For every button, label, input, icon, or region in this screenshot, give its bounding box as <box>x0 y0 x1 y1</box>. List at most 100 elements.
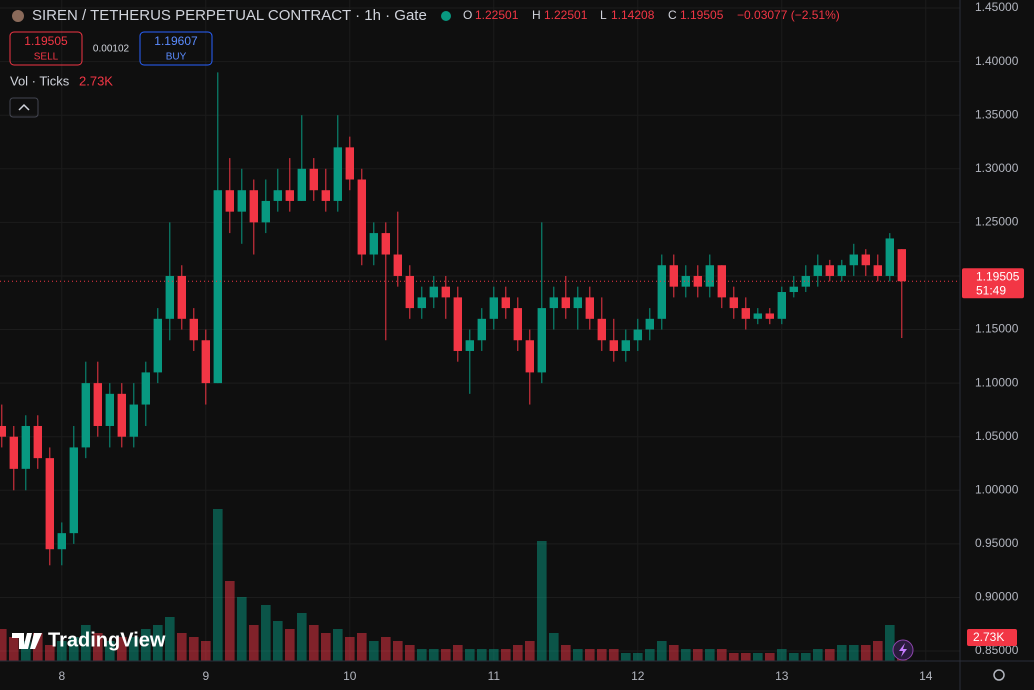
candle-body <box>285 190 294 201</box>
x-tick-label: 11 <box>488 669 501 683</box>
volume-bar <box>225 581 235 661</box>
volume-bar <box>9 637 19 661</box>
volume-bar <box>885 625 895 661</box>
volume-bar <box>873 641 883 661</box>
volume-bar <box>165 617 175 661</box>
candle-body <box>189 318 198 341</box>
buy-price: 1.19607 <box>154 34 198 48</box>
volume-bar <box>573 649 583 661</box>
sell-button[interactable] <box>9 31 83 66</box>
x-tick-label: 8 <box>58 669 65 683</box>
candle-body <box>849 254 858 266</box>
volume-bar <box>585 649 595 661</box>
candle-body <box>417 297 426 309</box>
buy-button[interactable] <box>139 31 213 66</box>
candle-body <box>441 286 450 298</box>
last-price-label: 1.19505 <box>976 269 1020 283</box>
y-tick-label: 0.85000 <box>975 643 1019 657</box>
candle-body <box>705 265 714 287</box>
candle-body <box>141 372 150 405</box>
volume-bar <box>465 649 475 661</box>
volume-bar <box>525 641 535 661</box>
ohlc-l: 1.14208 <box>611 8 655 22</box>
volume-bar <box>753 653 763 661</box>
candle-body <box>585 297 594 319</box>
volume-bar <box>681 649 691 661</box>
candle-body <box>165 275 174 319</box>
volume-bar <box>249 625 259 661</box>
candle-body <box>525 340 534 373</box>
candle-body <box>57 533 66 550</box>
ohlc-o-label: O <box>463 8 472 22</box>
candle-body <box>669 265 678 287</box>
sell-label: SELL <box>34 52 59 63</box>
y-tick-label: 1.05000 <box>975 429 1019 443</box>
volume-bar <box>633 653 643 661</box>
volume-bar <box>273 621 283 661</box>
candle-body <box>465 340 474 351</box>
candle-body <box>537 308 546 373</box>
candle-body <box>561 297 570 309</box>
flash-glyph <box>899 643 907 657</box>
y-tick-label: 1.15000 <box>975 322 1019 336</box>
candle-body <box>69 447 78 534</box>
candle-body <box>33 425 42 459</box>
candle-body <box>657 265 666 319</box>
volume-bar <box>537 541 547 661</box>
candle-body <box>717 265 726 298</box>
volume-bar <box>129 637 139 661</box>
candle-body <box>885 238 894 276</box>
collapse-icon <box>18 103 30 111</box>
volume-bar <box>201 641 211 661</box>
ohlc-o: 1.22501 <box>475 8 519 22</box>
spread: 0.00102 <box>93 44 130 55</box>
candle-body <box>645 318 654 330</box>
volume-bar <box>645 649 655 661</box>
volume-bar <box>801 653 811 661</box>
candle-body <box>621 340 630 351</box>
candle-body <box>813 265 822 276</box>
candle-body <box>801 275 810 287</box>
candle-body <box>153 318 162 373</box>
volume-bar <box>729 653 739 661</box>
volume-bar <box>777 649 787 661</box>
chart-title: SIREN / TETHERUS PERPETUAL CONTRACT · 1h… <box>32 7 427 24</box>
volume-bar <box>441 649 451 661</box>
candle-body <box>261 200 270 223</box>
candle-body <box>369 233 378 255</box>
candle-body <box>597 318 606 341</box>
y-tick-label: 1.25000 <box>975 215 1019 229</box>
y-tick-label: 1.35000 <box>975 107 1019 121</box>
volume-bar <box>213 509 223 661</box>
x-tick-label: 10 <box>343 669 357 683</box>
y-tick-label: 0.90000 <box>975 590 1019 604</box>
y-tick-label: 0.95000 <box>975 536 1019 550</box>
volume-bar <box>717 649 727 661</box>
collapse-button[interactable] <box>9 97 39 118</box>
watermark-logo <box>12 633 42 649</box>
volume-pane <box>0 509 907 661</box>
candle-body <box>501 297 510 309</box>
candle-body <box>93 383 102 426</box>
volume-bar <box>21 641 31 661</box>
candle-body <box>21 425 30 469</box>
volume-bar <box>861 645 871 661</box>
volume-bar <box>33 633 43 661</box>
volume-bar <box>669 645 679 661</box>
x-tick-label: 14 <box>919 669 933 683</box>
candle-body <box>633 329 642 341</box>
candle-body <box>201 340 210 384</box>
volume-bar <box>429 649 439 661</box>
volume-bar <box>93 633 103 661</box>
volume-bar <box>693 649 703 661</box>
volume-axis-label: 2.73K <box>973 630 1004 644</box>
candle-body <box>681 275 690 287</box>
volume-bar <box>117 637 127 661</box>
settings-icon[interactable] <box>993 669 1005 681</box>
ohlc-h: 1.22501 <box>544 8 588 22</box>
volume-bar <box>741 653 751 661</box>
volume-value: 2.73K <box>79 73 113 88</box>
candle-body <box>861 254 870 266</box>
candles <box>0 72 906 566</box>
